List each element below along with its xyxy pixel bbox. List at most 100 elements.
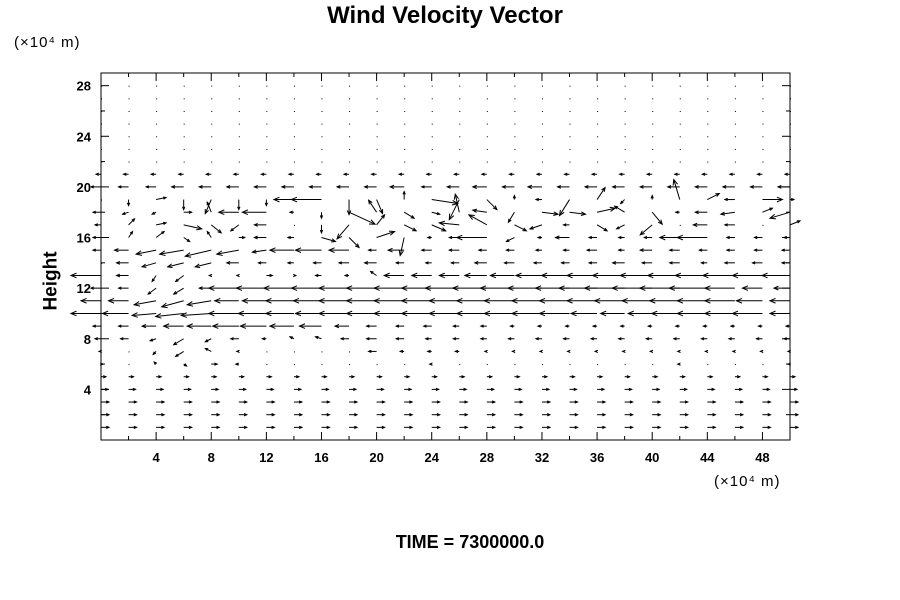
- wind-vector: [372, 310, 405, 317]
- wind-vector: [91, 324, 101, 328]
- vector-arrowhead: [91, 248, 96, 252]
- vector-arrowhead: [288, 210, 293, 214]
- vector-dot: [238, 161, 240, 163]
- vector-arrowhead: [426, 235, 431, 240]
- vector-shaft: [147, 287, 157, 295]
- vector-arrowhead: [795, 400, 800, 404]
- vector-arrowhead: [668, 261, 673, 265]
- wind-vector: [596, 186, 606, 200]
- vector-arrowhead: [638, 185, 644, 189]
- wind-vector: [679, 375, 687, 379]
- vector-arrowhead: [229, 228, 234, 232]
- wind-vector: [79, 297, 101, 304]
- vector-dot: [569, 123, 571, 125]
- vector-arrowhead: [674, 210, 679, 214]
- vector-dot: [156, 161, 158, 163]
- vector-dot: [293, 161, 295, 163]
- vector-shaft: [336, 224, 350, 240]
- vector-arrowhead: [776, 196, 784, 203]
- vector-arrowhead: [130, 375, 135, 379]
- vector-arrowhead: [719, 211, 726, 216]
- vector-arrowhead: [534, 337, 539, 341]
- wind-vector: [308, 185, 322, 189]
- wind-vector: [483, 349, 488, 354]
- x-tick-label: 16: [314, 450, 328, 465]
- vector-arrowhead: [298, 323, 306, 329]
- vector-arrowhead: [436, 212, 441, 216]
- vector-arrowhead: [448, 213, 455, 221]
- wind-vector: [260, 172, 267, 176]
- vector-arrowhead: [786, 349, 791, 354]
- vector-dot: [541, 110, 543, 112]
- vector-arrowhead: [97, 349, 102, 354]
- vector-arrowhead: [755, 337, 760, 341]
- vector-arrowhead: [509, 324, 514, 328]
- vector-arrowhead: [784, 324, 789, 328]
- vector-arrowhead: [703, 297, 711, 304]
- vector-dot: [514, 148, 516, 150]
- vector-dot: [404, 136, 406, 138]
- wind-vector: [261, 337, 267, 341]
- vector-arrowhead: [425, 172, 430, 176]
- wind-vector: [597, 375, 604, 379]
- vector-arrowhead: [589, 337, 595, 341]
- vector-dot: [156, 123, 158, 125]
- wind-vector: [117, 286, 129, 290]
- vector-dot: [266, 98, 268, 100]
- vector-dot: [321, 98, 323, 100]
- wind-vector: [624, 400, 634, 404]
- wind-vector: [420, 185, 432, 189]
- vector-dot: [569, 148, 571, 150]
- wind-vector: [376, 413, 386, 417]
- vector-arrowhead: [133, 413, 138, 417]
- vector-arrowhead: [154, 313, 162, 319]
- vector-arrowhead: [507, 337, 512, 341]
- wind-vector: [427, 297, 460, 304]
- wind-vector: [751, 261, 763, 265]
- vector-arrowhead: [229, 337, 234, 341]
- vector-arrowhead: [701, 172, 706, 176]
- vector-dot: [734, 85, 736, 87]
- wind-vector: [115, 260, 129, 265]
- vector-dot: [734, 123, 736, 125]
- vector-dot: [349, 85, 351, 87]
- wind-vector: [668, 261, 680, 265]
- vector-arrowhead: [704, 349, 709, 354]
- wind-vector: [590, 172, 598, 176]
- vector-arrowhead: [207, 285, 215, 291]
- wind-vector: [317, 310, 350, 317]
- wind-vector: [587, 261, 598, 265]
- wind-vector: [473, 260, 487, 265]
- vector-dot: [514, 161, 516, 163]
- vector-arrowhead: [170, 185, 176, 189]
- vector-dot: [652, 364, 654, 366]
- vector-arrowhead: [286, 261, 291, 265]
- vector-arrowhead: [626, 375, 631, 379]
- vector-arrowhead: [436, 400, 442, 404]
- vector-arrowhead: [354, 400, 359, 404]
- vector-arrowhead: [611, 185, 617, 189]
- vector-arrowhead: [186, 238, 191, 243]
- vector-arrowhead: [345, 285, 353, 291]
- wind-vector: [292, 297, 322, 304]
- wind-vector: [597, 425, 607, 429]
- vector-arrowhead: [613, 205, 619, 210]
- vector-arrowhead: [534, 197, 539, 202]
- vector-dot: [459, 136, 461, 138]
- vector-dot: [707, 85, 709, 87]
- vector-arrowhead: [492, 205, 498, 211]
- vector-arrowhead: [188, 400, 193, 404]
- vector-arrowhead: [207, 273, 213, 278]
- wind-vector: [211, 375, 218, 379]
- wind-vector: [185, 300, 212, 307]
- vector-arrowhead: [129, 230, 134, 235]
- vector-arrowhead: [177, 172, 182, 176]
- vector-dot: [266, 85, 268, 87]
- vector-arrowhead: [242, 387, 248, 392]
- vector-dot: [652, 148, 654, 150]
- vector-shaft: [141, 262, 157, 268]
- vector-dot: [266, 364, 268, 366]
- vector-arrowhead: [264, 310, 272, 317]
- vector-arrowhead: [483, 310, 491, 317]
- vector-arrowhead: [163, 196, 168, 200]
